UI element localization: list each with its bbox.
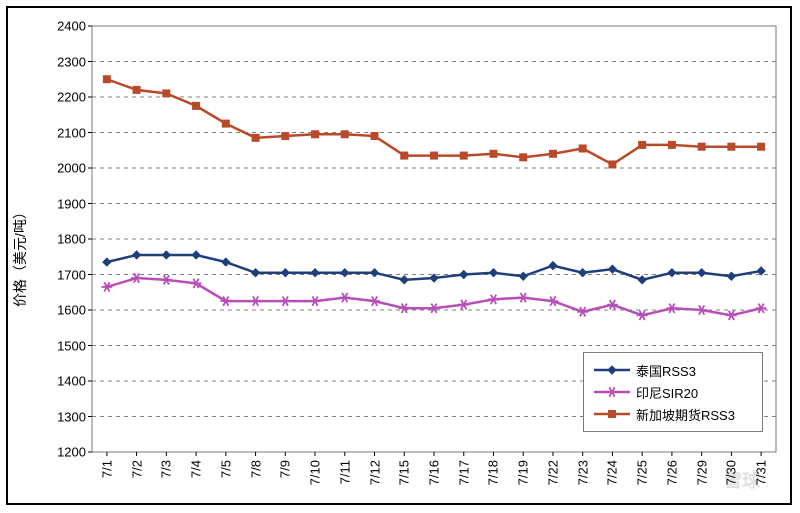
x-tick-label: 7/16: [427, 460, 442, 485]
legend-label: 泰国RSS3: [636, 361, 696, 380]
y-tick-label: 1500: [42, 338, 86, 353]
x-tick-label: 7/26: [664, 460, 679, 485]
y-tick-label: 2000: [42, 161, 86, 176]
x-tick-label: 7/4: [189, 460, 204, 478]
legend-label: 印尼SIR20: [636, 383, 698, 402]
x-tick-label: 7/25: [635, 460, 650, 485]
y-tick-label: 1900: [42, 196, 86, 211]
x-tick-label: 7/15: [397, 460, 412, 485]
x-tick-label: 7/1: [99, 460, 114, 478]
x-tick-label: 7/31: [754, 460, 769, 485]
x-tick-label: 7/3: [159, 460, 174, 478]
x-tick-label: 7/19: [516, 460, 531, 485]
x-tick-label: 7/29: [694, 460, 709, 485]
x-tick-label: 7/2: [129, 460, 144, 478]
y-tick-label: 1300: [42, 409, 86, 424]
x-tick-label: 7/5: [218, 460, 233, 478]
y-tick-label: 1400: [42, 374, 86, 389]
y-tick-label: 2300: [42, 54, 86, 69]
x-tick-label: 7/11: [337, 460, 352, 484]
y-tick-label: 2100: [42, 125, 86, 140]
legend-label: 新加坡期货RSS3: [636, 405, 735, 424]
x-tick-label: 7/22: [545, 460, 560, 485]
x-tick-label: 7/24: [605, 460, 620, 485]
legend-item: 印尼SIR20: [594, 381, 752, 403]
y-tick-label: 1800: [42, 232, 86, 247]
legend-item: 泰国RSS3: [594, 359, 752, 381]
y-tick-label: 1700: [42, 267, 86, 282]
x-tick-label: 7/18: [486, 460, 501, 485]
legend: 泰国RSS3 印尼SIR20 新加坡期货RSS3: [583, 352, 763, 432]
y-tick-label: 2200: [42, 90, 86, 105]
x-tick-label: 7/8: [248, 460, 263, 478]
legend-item: 新加坡期货RSS3: [594, 403, 752, 425]
y-tick-label: 1600: [42, 303, 86, 318]
x-tick-label: 7/17: [456, 460, 471, 485]
x-tick-label: 7/10: [308, 460, 323, 485]
x-tick-label: 7/12: [367, 460, 382, 485]
y-tick-label: 1200: [42, 445, 86, 460]
x-tick-label: 7/23: [575, 460, 590, 485]
y-tick-label: 2400: [42, 19, 86, 34]
x-tick-label: 7/30: [724, 460, 739, 485]
chart-outer-frame: 价格（美元/吨） 泰国RSS3印尼SIR20新加坡期货RSS3 雪球 12001…: [6, 6, 792, 505]
x-tick-label: 7/9: [278, 460, 293, 478]
